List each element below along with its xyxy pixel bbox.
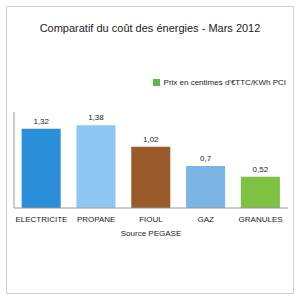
svg-text:0,52: 0,52	[253, 165, 269, 174]
svg-text:1,32: 1,32	[33, 117, 49, 126]
svg-text:FIOUL: FIOUL	[139, 215, 163, 224]
svg-text:ELECTRICITE: ELECTRICITE	[15, 215, 67, 224]
svg-text:0,7: 0,7	[200, 154, 212, 163]
svg-text:GAZ: GAZ	[198, 215, 215, 224]
svg-text:PROPANE: PROPANE	[77, 215, 116, 224]
html-text:Comparatif du coût des énergie: Comparatif du coût des énergies - Mars 2…	[39, 22, 261, 34]
svg-text:GRANULES: GRANULES	[239, 215, 283, 224]
svg-text:1,02: 1,02	[143, 135, 159, 144]
svg-text:1,38: 1,38	[88, 113, 104, 122]
svg-text:Source PEGASE: Source PEGASE	[121, 229, 181, 238]
html-text:Prix en centimes d'€TTC/KWh PC: Prix en centimes d'€TTC/KWh PCI	[163, 78, 286, 87]
